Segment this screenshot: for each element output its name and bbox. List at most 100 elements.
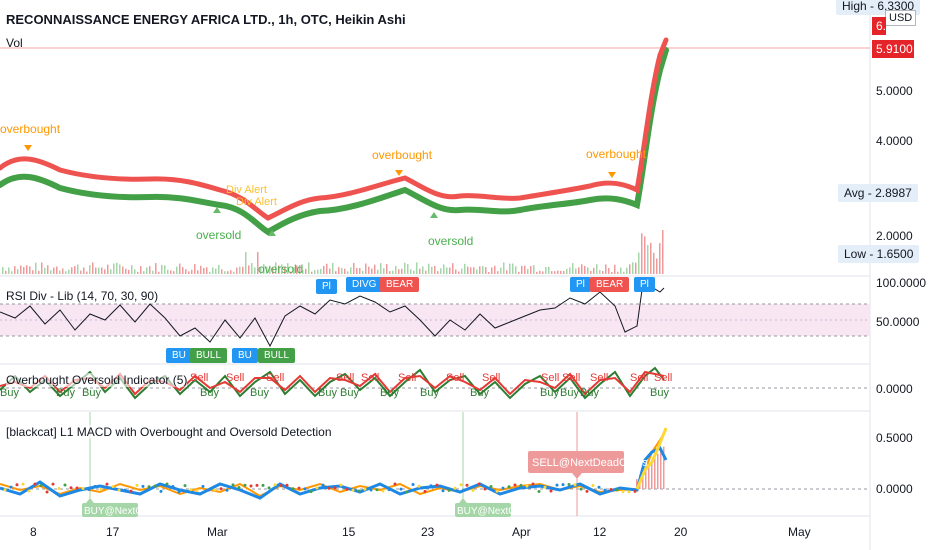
macd-dot bbox=[321, 483, 325, 487]
obos-buy-label: Buy bbox=[420, 387, 439, 399]
volume-bar bbox=[272, 267, 274, 274]
volume-bar bbox=[317, 269, 319, 274]
overbought-marker bbox=[24, 145, 32, 151]
obos-buy-label: Buy bbox=[318, 387, 337, 399]
volume-bar bbox=[230, 270, 232, 274]
volume-bar bbox=[458, 271, 460, 274]
volume-bar bbox=[251, 262, 253, 274]
volume-bar bbox=[8, 267, 10, 274]
time-tick: 17 bbox=[106, 525, 120, 539]
macd-dot bbox=[447, 488, 451, 492]
obos-tick: 0.0000 bbox=[876, 382, 913, 396]
volume-bar bbox=[485, 267, 487, 274]
volume-bar bbox=[539, 270, 541, 274]
volume-bar bbox=[35, 262, 37, 274]
volume-bar bbox=[119, 264, 121, 274]
macd-dot bbox=[51, 482, 55, 486]
macd-histogram-bar bbox=[654, 457, 656, 489]
volume-bar bbox=[215, 268, 217, 274]
macd-dot bbox=[333, 486, 337, 490]
obos-buy-label: Buy bbox=[560, 387, 579, 399]
oversold-marker bbox=[430, 212, 438, 218]
volume-bar bbox=[623, 271, 625, 274]
macd-dot bbox=[129, 489, 133, 493]
volume-bar bbox=[401, 268, 403, 274]
volume-bar bbox=[500, 267, 502, 274]
volume-bar bbox=[533, 265, 535, 274]
rsi-bull-tag: BU bbox=[232, 348, 258, 363]
macd-dot bbox=[633, 489, 637, 493]
volume-bar bbox=[44, 267, 46, 274]
macd-dot bbox=[495, 489, 499, 493]
macd-dot bbox=[219, 487, 223, 491]
macd-dot bbox=[87, 488, 91, 492]
overbought-label: overbought bbox=[372, 148, 433, 162]
volume-bar bbox=[71, 267, 73, 274]
currency-selector[interactable]: USD bbox=[885, 10, 917, 26]
macd-histogram-bar bbox=[642, 471, 644, 489]
macd-dot bbox=[291, 487, 295, 491]
volume-bar bbox=[350, 267, 352, 274]
volume-bar bbox=[185, 269, 187, 274]
avg-price-tag: Avg - 2.8987 bbox=[838, 184, 918, 202]
obos-buy-label: Buy bbox=[650, 387, 669, 399]
rsi-bear-tag: BEAR bbox=[380, 277, 420, 292]
volume-bar bbox=[20, 265, 22, 274]
time-tick: Mar bbox=[207, 525, 228, 539]
volume-bar bbox=[656, 258, 658, 274]
macd-dot bbox=[603, 488, 607, 492]
obos-buy-label: Buy bbox=[470, 387, 489, 399]
volume-bar bbox=[629, 264, 631, 274]
macd-dot bbox=[381, 489, 385, 493]
volume-bar bbox=[632, 262, 634, 274]
volume-bar bbox=[548, 266, 550, 274]
macd-dot bbox=[591, 483, 595, 487]
macd-buy-tag-1: BUY@NextGoldCross bbox=[82, 498, 183, 517]
rsi-bull-tag: BU bbox=[166, 348, 192, 363]
macd-dot bbox=[405, 490, 409, 494]
volume-bar bbox=[107, 264, 109, 274]
macd-tick: 0.5000 bbox=[876, 431, 913, 445]
volume-bar bbox=[554, 271, 556, 274]
macd-dot bbox=[477, 482, 481, 486]
obos-sell-label: Sell bbox=[446, 372, 465, 384]
macd-dot bbox=[429, 484, 433, 488]
macd-dot bbox=[153, 484, 157, 488]
macd-dot bbox=[501, 486, 505, 490]
price-tick: 5.0000 bbox=[876, 84, 913, 98]
rsi-bull-tag: Pl bbox=[316, 279, 337, 294]
macd-dot bbox=[351, 488, 355, 492]
macd-dot bbox=[207, 488, 211, 492]
volume-bar bbox=[218, 264, 220, 274]
volume-bar bbox=[86, 271, 88, 274]
volume-bar bbox=[200, 265, 202, 274]
volume-bar bbox=[521, 265, 523, 274]
macd-dot bbox=[105, 482, 109, 486]
rsi-bull-tag: BULL bbox=[190, 348, 228, 363]
macd-dot bbox=[483, 487, 487, 491]
macd-dot bbox=[255, 483, 259, 487]
macd-dot bbox=[39, 483, 43, 487]
obos-buy-label: Buy bbox=[82, 387, 101, 399]
volume-bar bbox=[377, 269, 379, 274]
volume-bar bbox=[293, 267, 295, 274]
macd-sell-tag: SELL@NextDeadCross bbox=[528, 451, 648, 479]
volume-bar bbox=[5, 270, 7, 274]
macd-dot bbox=[507, 485, 511, 489]
volume-bar bbox=[233, 271, 235, 274]
volume-bar bbox=[197, 270, 199, 274]
volume-bar bbox=[248, 265, 250, 274]
volume-bar bbox=[206, 267, 208, 274]
macd-histogram-bar bbox=[648, 464, 650, 489]
volume-bar bbox=[221, 269, 223, 274]
volume-bar bbox=[32, 270, 34, 274]
obos-sell-label: Sell bbox=[361, 372, 380, 384]
volume-bar bbox=[104, 269, 106, 274]
chart-title: RECONNAISSANCE ENERGY AFRICA LTD., 1h, O… bbox=[6, 12, 406, 27]
macd-dot bbox=[525, 484, 529, 488]
volume-bar bbox=[461, 268, 463, 274]
rsi-line bbox=[0, 285, 665, 348]
volume-bar bbox=[92, 262, 94, 274]
